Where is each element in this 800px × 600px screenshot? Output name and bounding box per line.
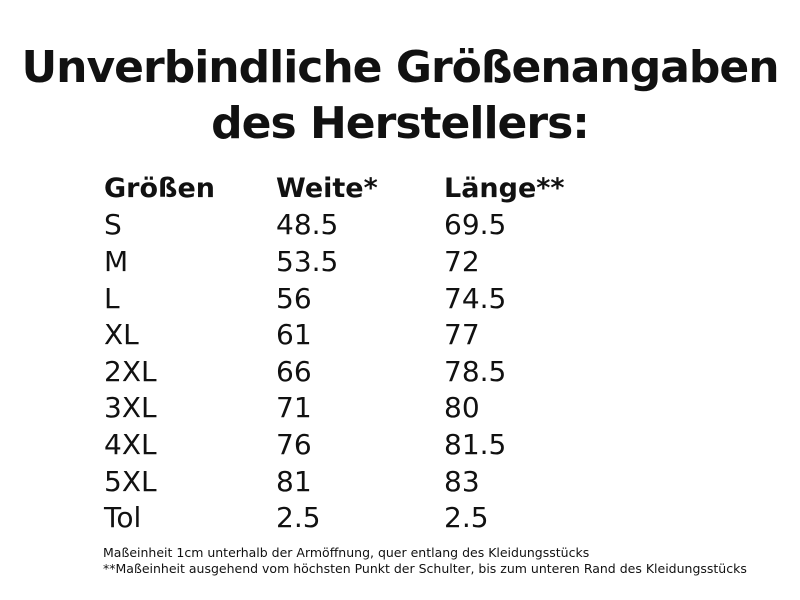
header-cell: Länge** xyxy=(444,172,565,204)
table-cell: 71 xyxy=(276,391,312,425)
table-row: 3XL 71 80 xyxy=(98,390,571,427)
header-row: Größen Weite* Länge** xyxy=(98,170,571,207)
table-cell: L xyxy=(104,281,120,315)
table-cell: 81 xyxy=(276,464,312,498)
table-cell: 78.5 xyxy=(444,354,507,388)
table-cell: 2.5 xyxy=(444,501,489,535)
table-row: 2XL 66 78.5 xyxy=(98,353,571,390)
table-cell: XL xyxy=(104,318,139,352)
table-row: 4XL 76 81.5 xyxy=(98,426,571,463)
table-cell: 66 xyxy=(276,354,312,388)
table-cell: 80 xyxy=(444,391,480,425)
header-cell: Größen xyxy=(104,172,215,204)
table-cell: 81.5 xyxy=(444,427,507,461)
table-cell: 61 xyxy=(276,318,312,352)
title-line: Unverbindliche Größenangaben xyxy=(21,42,779,93)
table-cell: 74.5 xyxy=(444,281,507,315)
table-cell: 5XL xyxy=(104,464,157,498)
table-row: XL 61 77 xyxy=(98,316,571,353)
table-cell: 77 xyxy=(444,318,480,352)
table-cell: 2XL xyxy=(104,354,157,388)
table-row: L 56 74.5 xyxy=(98,280,571,317)
table-cell: M xyxy=(104,244,129,278)
footnote: Maßeinheit 1cm unterhalb der Armöffnung,… xyxy=(103,545,590,560)
table-cell: 4XL xyxy=(104,427,157,461)
title: Unverbindliche Größenangaben des Herstell… xyxy=(0,40,800,152)
size-table: Größen Weite* Länge** S 48.5 69.5 M 53.5 72 L 56 74… xyxy=(98,170,571,536)
header-cell: Weite* xyxy=(276,172,378,204)
table-cell: 83 xyxy=(444,464,480,498)
table-row: 5XL 81 83 xyxy=(98,463,571,500)
table-row: Tol 2.5 2.5 xyxy=(98,499,571,536)
table-cell: 48.5 xyxy=(276,208,339,242)
title-line: des Herstellers: xyxy=(211,98,590,149)
table-cell: 69.5 xyxy=(444,208,507,242)
table-cell: 56 xyxy=(276,281,312,315)
table-cell: 2.5 xyxy=(276,501,321,535)
table-row: S 48.5 69.5 xyxy=(98,207,571,244)
table-cell: Tol xyxy=(104,501,142,535)
table-cell: 3XL xyxy=(104,391,157,425)
footnote: **Maßeinheit ausgehend vom höchsten Punk… xyxy=(103,561,747,576)
table-cell: 53.5 xyxy=(276,244,339,278)
table-cell: 76 xyxy=(276,427,312,461)
table-cell: S xyxy=(104,208,122,242)
table-cell: 72 xyxy=(444,244,480,278)
table-row: M 53.5 72 xyxy=(98,243,571,280)
